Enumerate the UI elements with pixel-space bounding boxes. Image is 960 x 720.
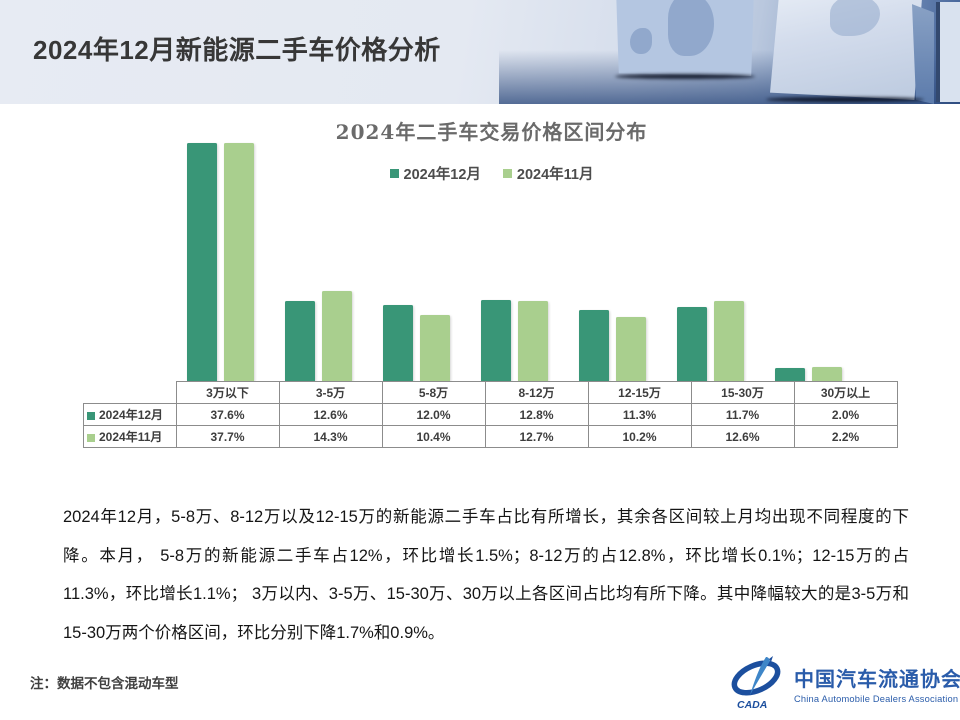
table-header-cell: 30万以上 xyxy=(793,381,898,404)
cube-graphic xyxy=(936,2,960,102)
table-value-cell: 12.6% xyxy=(278,403,383,426)
world-map-texture xyxy=(668,0,714,56)
table-header-row: 3万以下 3-5万 5-8万 8-12万 12-15万 15-30万 30万以上 xyxy=(84,381,898,404)
table-corner-cell xyxy=(84,382,177,404)
table-value-cell: 10.2% xyxy=(587,425,692,448)
bar xyxy=(578,309,609,381)
table-value-cell: 10.4% xyxy=(381,425,486,448)
bar-group-6 xyxy=(661,101,759,381)
table-value-cell: 11.3% xyxy=(587,403,692,426)
table-value-cell: 12.6% xyxy=(690,425,795,448)
cada-logo-icon: CADA xyxy=(731,656,781,711)
bar-group-3 xyxy=(367,101,465,381)
cube-graphic xyxy=(770,0,922,100)
logo-text: 中国汽车流通协会 China Automobile Dealers Associ… xyxy=(794,655,960,704)
bar xyxy=(615,316,646,381)
world-map-texture xyxy=(630,28,652,54)
table-value-cell: 12.8% xyxy=(484,403,589,426)
chart-title: 2024年二手车交易价格区间分布 xyxy=(335,120,648,144)
table-value-cell: 12.7% xyxy=(484,425,589,448)
bar xyxy=(713,301,744,381)
bar xyxy=(284,301,315,381)
table-header-cell: 12-15万 xyxy=(587,381,692,404)
bar xyxy=(480,300,511,381)
legend-swatch-icon xyxy=(502,169,512,178)
table-value-cell: 2.0% xyxy=(793,403,898,426)
bar-group-1 xyxy=(171,101,269,381)
bar xyxy=(223,142,254,381)
table-value-cell: 2.2% xyxy=(793,425,898,448)
table-value-cell: 37.6% xyxy=(175,403,280,426)
logo-abbr: CADA xyxy=(737,699,767,711)
table-header-cell: 15-30万 xyxy=(690,381,795,404)
footnote: 注：数据不包含混动车型 xyxy=(30,676,179,691)
table-value-cell: 37.7% xyxy=(175,425,280,448)
legend-key-icon xyxy=(87,434,95,442)
legend-swatch-icon xyxy=(389,169,399,178)
cube-shadow xyxy=(615,74,755,79)
bar-group-4 xyxy=(465,101,563,381)
table-header-cell: 3-5万 xyxy=(278,381,383,404)
table-value-cell: 12.0% xyxy=(381,403,486,426)
bar xyxy=(419,315,450,381)
cube-shadow xyxy=(766,97,924,102)
bar-group-7 xyxy=(759,101,857,381)
table-row: 2024年11月 37.7% 14.3% 10.4% 12.7% 10.2% 12.6% 2.… xyxy=(83,425,898,448)
table-row-label: 2024年12月 xyxy=(83,403,177,426)
data-table: 3万以下 3-5万 5-8万 8-12万 12-15万 15-30万 30万以上 2024年1… xyxy=(83,381,898,448)
table-header-cell: 3万以下 xyxy=(175,381,280,404)
slide-header: 2024年12月新能源二手车价格分析 xyxy=(0,0,960,104)
bar-group-5 xyxy=(563,101,661,381)
bar-group-2 xyxy=(269,101,367,381)
legend-label: 2024年11月 xyxy=(516,167,594,183)
table-value-cell: 11.7% xyxy=(690,403,795,426)
table-value-cell: 14.3% xyxy=(278,425,383,448)
bar xyxy=(811,367,842,381)
bar-plot xyxy=(171,101,857,381)
logo-name-en: China Automobile Dealers Association xyxy=(794,694,959,704)
analysis-paragraph: 2024年12月，5-8万、8-12万以及12-15万的新能源二手车占比有所增长… xyxy=(63,508,909,642)
legend-key-icon xyxy=(87,412,95,420)
bar xyxy=(321,290,352,381)
page-title: 2024年12月新能源二手车价格分析 xyxy=(33,35,441,65)
table-row-label: 2024年11月 xyxy=(83,425,177,448)
cube-side-face xyxy=(912,4,934,104)
legend-item-december: 2024年12月 xyxy=(389,163,481,184)
logo-name-cn: 中国汽车流通协会 xyxy=(794,667,960,691)
cube-graphic xyxy=(616,0,754,76)
bar xyxy=(676,307,707,381)
legend-label: 2024年12月 xyxy=(403,167,481,183)
bar xyxy=(382,305,413,381)
legend-item-november: 2024年11月 xyxy=(502,163,594,184)
chart-legend: 2024年12月 2024年11月 xyxy=(83,163,900,184)
bar xyxy=(774,368,805,381)
bar xyxy=(517,300,548,381)
table-header-cell: 8-12万 xyxy=(484,381,589,404)
table-header-cell: 5-8万 xyxy=(381,381,486,404)
table-row: 2024年12月 37.6% 12.6% 12.0% 12.8% 11.3% 11.7% 2.… xyxy=(83,403,898,426)
world-map-texture xyxy=(830,0,880,36)
cada-logo: CADA 中国汽车流通协会 China Automobile Dealers A… xyxy=(729,655,960,713)
bar xyxy=(186,143,217,381)
